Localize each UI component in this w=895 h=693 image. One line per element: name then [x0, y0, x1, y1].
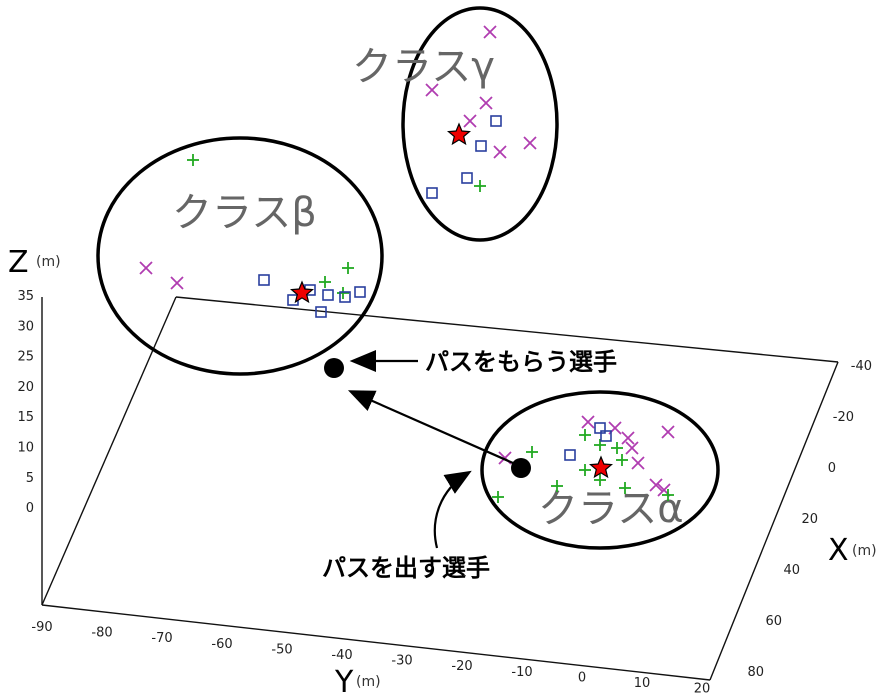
z-tick-label: 20 [17, 380, 34, 395]
y-tick-label: -10 [511, 665, 532, 680]
square-marker [354, 286, 366, 298]
x-marker [493, 145, 507, 159]
y-tick-label: -20 [451, 659, 472, 674]
y-axis-letter: Y [334, 665, 354, 693]
y-tick-label: -30 [391, 654, 412, 669]
plus-marker [619, 482, 631, 494]
x-tick-label: 60 [765, 614, 782, 629]
z-tick-label: 35 [17, 289, 34, 304]
plus-marker [662, 489, 674, 501]
z-tick-label: 15 [17, 410, 34, 425]
y-tick-label: 20 [694, 682, 711, 693]
y-tick-label: -70 [151, 631, 172, 646]
plus-marker [187, 154, 199, 166]
cluster-gamma-ellipse [401, 6, 559, 242]
receiver-player-dot [324, 358, 344, 378]
square-marker [339, 291, 351, 303]
x-marker [523, 136, 537, 150]
centroid-star-marker [289, 280, 315, 304]
passer-player-dot [511, 458, 531, 478]
x-marker [463, 114, 477, 128]
x-tick-label: 20 [801, 512, 818, 527]
z-axis-letter: Z [8, 245, 29, 280]
z-tick-label: 10 [17, 441, 34, 456]
y-tick-label: -80 [91, 626, 112, 641]
x-axis-letter: X [828, 533, 849, 568]
cluster-beta-label: クラスβ [172, 190, 317, 236]
x-marker [661, 425, 675, 439]
plus-marker [492, 491, 504, 503]
x-tick-label: -40 [851, 359, 872, 374]
z-tick-label: 0 [26, 501, 34, 516]
y-tick-label: 0 [578, 670, 586, 685]
z-axis-ticks: 35 30 25 20 15 10 5 0 [17, 289, 34, 516]
plus-marker [594, 474, 606, 486]
x-marker [139, 261, 153, 275]
x-tick-label: -20 [833, 410, 854, 425]
x-marker [425, 83, 439, 97]
x-tick-label: 80 [747, 665, 764, 680]
plus-marker [551, 480, 563, 492]
plus-marker [474, 180, 486, 192]
square-marker [426, 187, 438, 199]
square-marker [490, 115, 502, 127]
plus-marker [319, 276, 331, 288]
plus-marker [579, 464, 591, 476]
x-marker [479, 96, 493, 110]
y-axis-ticks: -90 -80 -70 -60 -50 -40 -30 -20 -10 0 10 20 [31, 620, 710, 693]
plus-marker [616, 454, 628, 466]
square-marker [564, 449, 576, 461]
x-marker [649, 478, 663, 492]
x-axis-unit: (m) [852, 543, 877, 559]
square-marker [258, 274, 270, 286]
cluster-beta-ellipse [96, 136, 384, 376]
plus-marker [579, 429, 591, 441]
z-tick-label: 5 [26, 471, 34, 486]
cluster-gamma-label: クラスγ [352, 44, 495, 90]
x-marker [581, 415, 595, 429]
square-marker [322, 289, 334, 301]
x-tick-label: 0 [828, 461, 836, 476]
centroid-star-marker [588, 455, 614, 479]
passer-callout-arrow [433, 470, 472, 549]
centroid-star-marker [446, 122, 472, 146]
y-tick-label: -50 [271, 642, 292, 657]
x-marker [621, 431, 635, 445]
data-markers [139, 25, 675, 503]
passer-callout-label: パスを出す選手 [322, 554, 490, 582]
square-marker [475, 140, 487, 152]
x-tick-label: 40 [783, 563, 800, 578]
x-marker [631, 456, 645, 470]
receiver-callout-label: パスをもらう選手 [425, 348, 617, 376]
square-marker [594, 422, 606, 434]
plus-marker [342, 262, 354, 274]
x-marker [483, 25, 497, 39]
y-tick-label: 10 [634, 676, 651, 691]
x-marker [170, 276, 184, 290]
square-marker [315, 306, 327, 318]
y-tick-label: -40 [331, 648, 352, 663]
plus-marker [611, 442, 623, 454]
plus-marker [526, 446, 538, 458]
square-marker [461, 172, 473, 184]
y-axis-unit: (m) [356, 674, 381, 690]
pass-arrow [347, 390, 514, 465]
z-tick-label: 25 [17, 350, 34, 365]
cluster-alpha-ellipse [480, 390, 720, 550]
y-tick-label: -90 [31, 620, 52, 635]
z-axis-unit: (m) [36, 254, 61, 270]
x-axis-ticks: -40 -20 0 20 40 60 80 [747, 359, 872, 680]
z-tick-label: 30 [17, 319, 34, 334]
y-tick-label: -60 [211, 637, 232, 652]
plus-marker [337, 287, 349, 299]
plus-marker [594, 439, 606, 451]
x-marker [625, 441, 639, 455]
square-marker [600, 430, 612, 442]
